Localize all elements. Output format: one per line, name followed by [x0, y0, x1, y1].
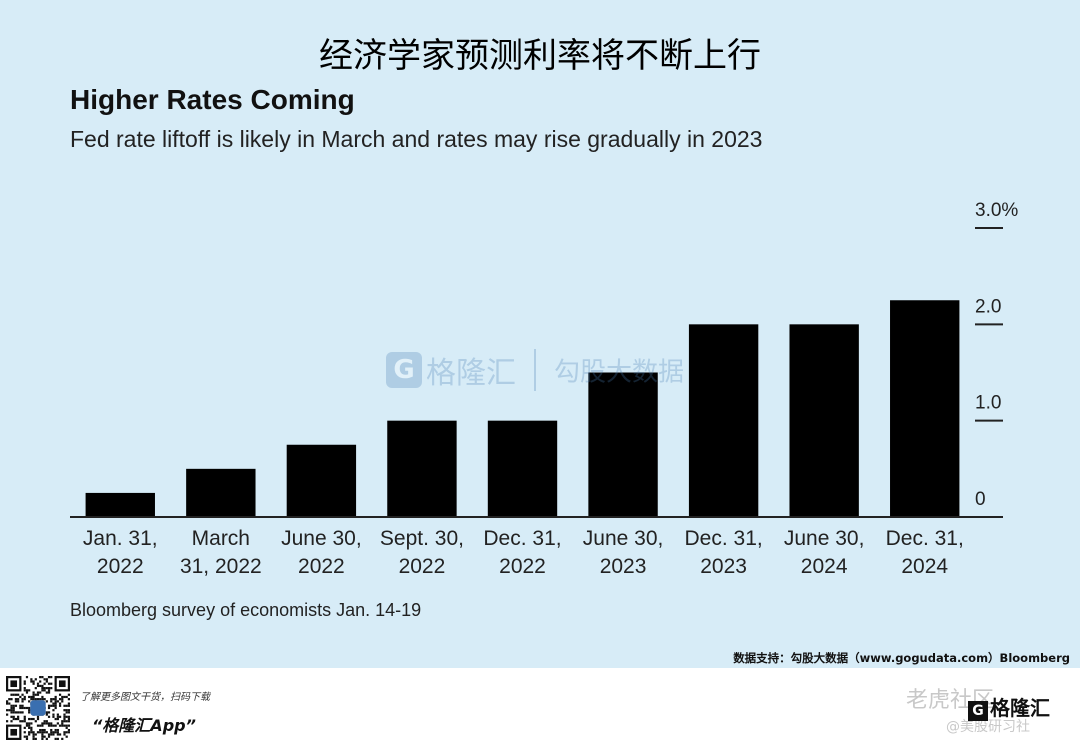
x-tick-label-1-line-1: Jan. 31, — [83, 527, 158, 550]
x-tick-label-4-line-2: 2022 — [399, 555, 446, 578]
x-tick-label-5-line-1: Dec. 31, — [483, 527, 561, 550]
bar-7 — [688, 324, 759, 517]
x-tick-label-3-line-2: 2022 — [298, 555, 345, 578]
x-tick-label-1-line-2: 2022 — [97, 555, 144, 578]
x-axis-labels: Jan. 31, 2022 March 31, 2022 June 30, 2022 Sep… — [83, 527, 964, 578]
bar-8 — [789, 324, 859, 517]
bar-chart: Jan. 31, 2022 March 31, 2022 June 30, 2022 Sep… — [70, 200, 1018, 578]
bar-1 — [85, 492, 155, 517]
y-tick-label-4: 3.0% — [975, 200, 1018, 221]
x-tick-label-5-line-2: 2022 — [499, 555, 546, 578]
x-tick-label-2-line-2: 31, 2022 — [180, 555, 262, 578]
page-title-chinese: 经济学家预测利率将不断上行 — [319, 36, 761, 76]
gelonghui-logo-text: 格隆汇 — [990, 696, 1050, 720]
chart-source-note: Bloomberg survey of economists Jan. 14-1… — [70, 600, 422, 620]
qr-code-icon[interactable] — [6, 676, 70, 740]
gelonghui-logo: G 格隆汇 — [968, 692, 1050, 721]
bar-3 — [286, 444, 357, 517]
chart-title: Higher Rates Coming — [70, 84, 355, 115]
watermark: G 格隆汇 勾股大数据 — [386, 348, 684, 392]
bar-4 — [387, 420, 457, 517]
y-tick-label-1: 0 — [975, 489, 986, 510]
x-tick-label-7-line-1: Dec. 31, — [685, 527, 763, 550]
footer-tagline: 了解更多图文干货，扫码下载 — [80, 692, 210, 703]
x-tick-label-9-line-1: Dec. 31, — [886, 527, 964, 550]
watermark-divider — [534, 349, 536, 391]
x-tick-label-3-line-1: June 30, — [281, 527, 362, 550]
watermark-logo-icon: G — [386, 352, 422, 388]
footer-app-name: “格隆汇App” — [92, 716, 196, 735]
watermark-brand: 格隆汇 — [426, 356, 516, 391]
watermark-partner: 勾股大数据 — [554, 357, 685, 388]
bars-layer — [85, 300, 960, 517]
tiger-community-handle: @美股研习社 — [946, 719, 1030, 735]
bar-6 — [588, 372, 658, 517]
bar-9 — [890, 300, 960, 517]
gelonghui-logo-icon: G — [968, 701, 988, 721]
bar-2 — [186, 468, 256, 517]
x-tick-label-4-line-1: Sept. 30, — [380, 527, 464, 550]
x-tick-label-8-line-1: June 30, — [784, 527, 865, 550]
bar-5 — [487, 420, 558, 517]
y-axis-labels: 0 1.0 2.0 3.0% — [975, 200, 1018, 510]
x-tick-label-6-line-2: 2023 — [600, 555, 647, 578]
data-credit: 数据支持：勾股大数据（www.gogudata.com）Bloomberg — [733, 651, 1070, 665]
axis-layer — [70, 227, 1003, 518]
y-tick-label-2: 1.0 — [975, 393, 1001, 414]
footer-banner: 了解更多图文干货，扫码下载 “格隆汇App” 老虎社区 @美股研习社 G 格隆汇 — [0, 668, 1080, 750]
x-tick-label-8-line-2: 2024 — [801, 555, 848, 578]
y-tick-label-3: 2.0 — [975, 296, 1001, 317]
chart-subtitle: Fed rate liftoff is likely in March and … — [70, 126, 763, 152]
x-tick-label-6-line-1: June 30, — [583, 527, 664, 550]
x-tick-label-9-line-2: 2024 — [901, 555, 948, 578]
x-tick-label-2-line-1: March — [192, 527, 250, 550]
x-tick-label-7-line-2: 2023 — [700, 555, 747, 578]
